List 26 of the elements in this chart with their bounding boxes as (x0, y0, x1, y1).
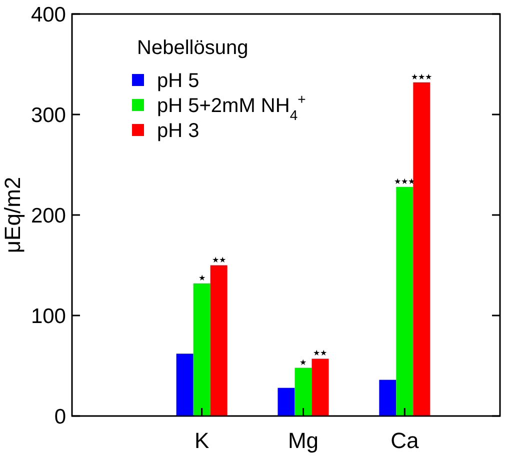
y-axis-title: μEq/m2 (0, 176, 25, 254)
annotation: ★★★ (411, 72, 432, 82)
x-tick-label: Ca (390, 428, 420, 453)
bar (396, 186, 414, 416)
y-tick-label: 200 (30, 204, 66, 228)
bar (176, 354, 194, 416)
bar (312, 358, 329, 416)
x-tick-label: Mg (288, 428, 319, 453)
x-tick-label: K (194, 428, 210, 453)
annotation: ★ (300, 358, 307, 367)
annotation: ★★ (313, 348, 328, 358)
bar (294, 368, 312, 416)
bar (379, 380, 396, 416)
bar (278, 388, 295, 416)
legend-title: Nebellösung (137, 37, 248, 59)
bar (210, 265, 228, 416)
annotation: ★ (198, 273, 206, 282)
y-tick-label: 100 (30, 304, 66, 328)
annotation: ★★ (212, 255, 226, 264)
legend-label: pH 3 (157, 120, 200, 142)
y-tick-label: 300 (30, 104, 66, 127)
legend-label: pH 5 (157, 70, 200, 92)
bar (413, 82, 430, 416)
bar (193, 283, 210, 416)
y-tick-label: 400 (30, 3, 66, 26)
y-tick-label: 0 (54, 405, 66, 428)
